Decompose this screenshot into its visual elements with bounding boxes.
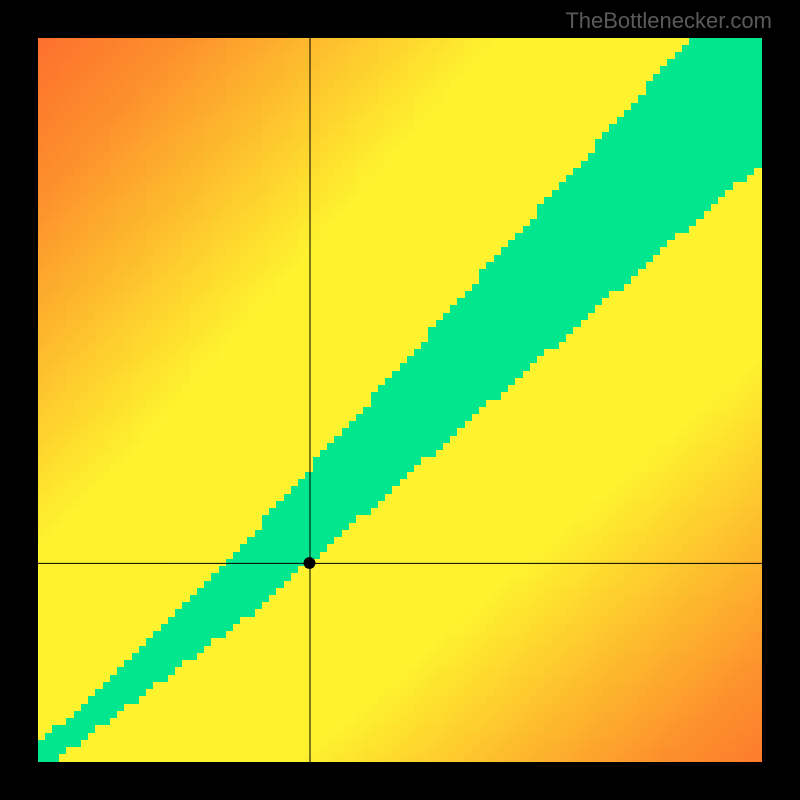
watermark-text: TheBottlenecker.com bbox=[565, 8, 772, 34]
heatmap-canvas bbox=[38, 38, 762, 762]
bottleneck-heatmap bbox=[38, 38, 762, 762]
